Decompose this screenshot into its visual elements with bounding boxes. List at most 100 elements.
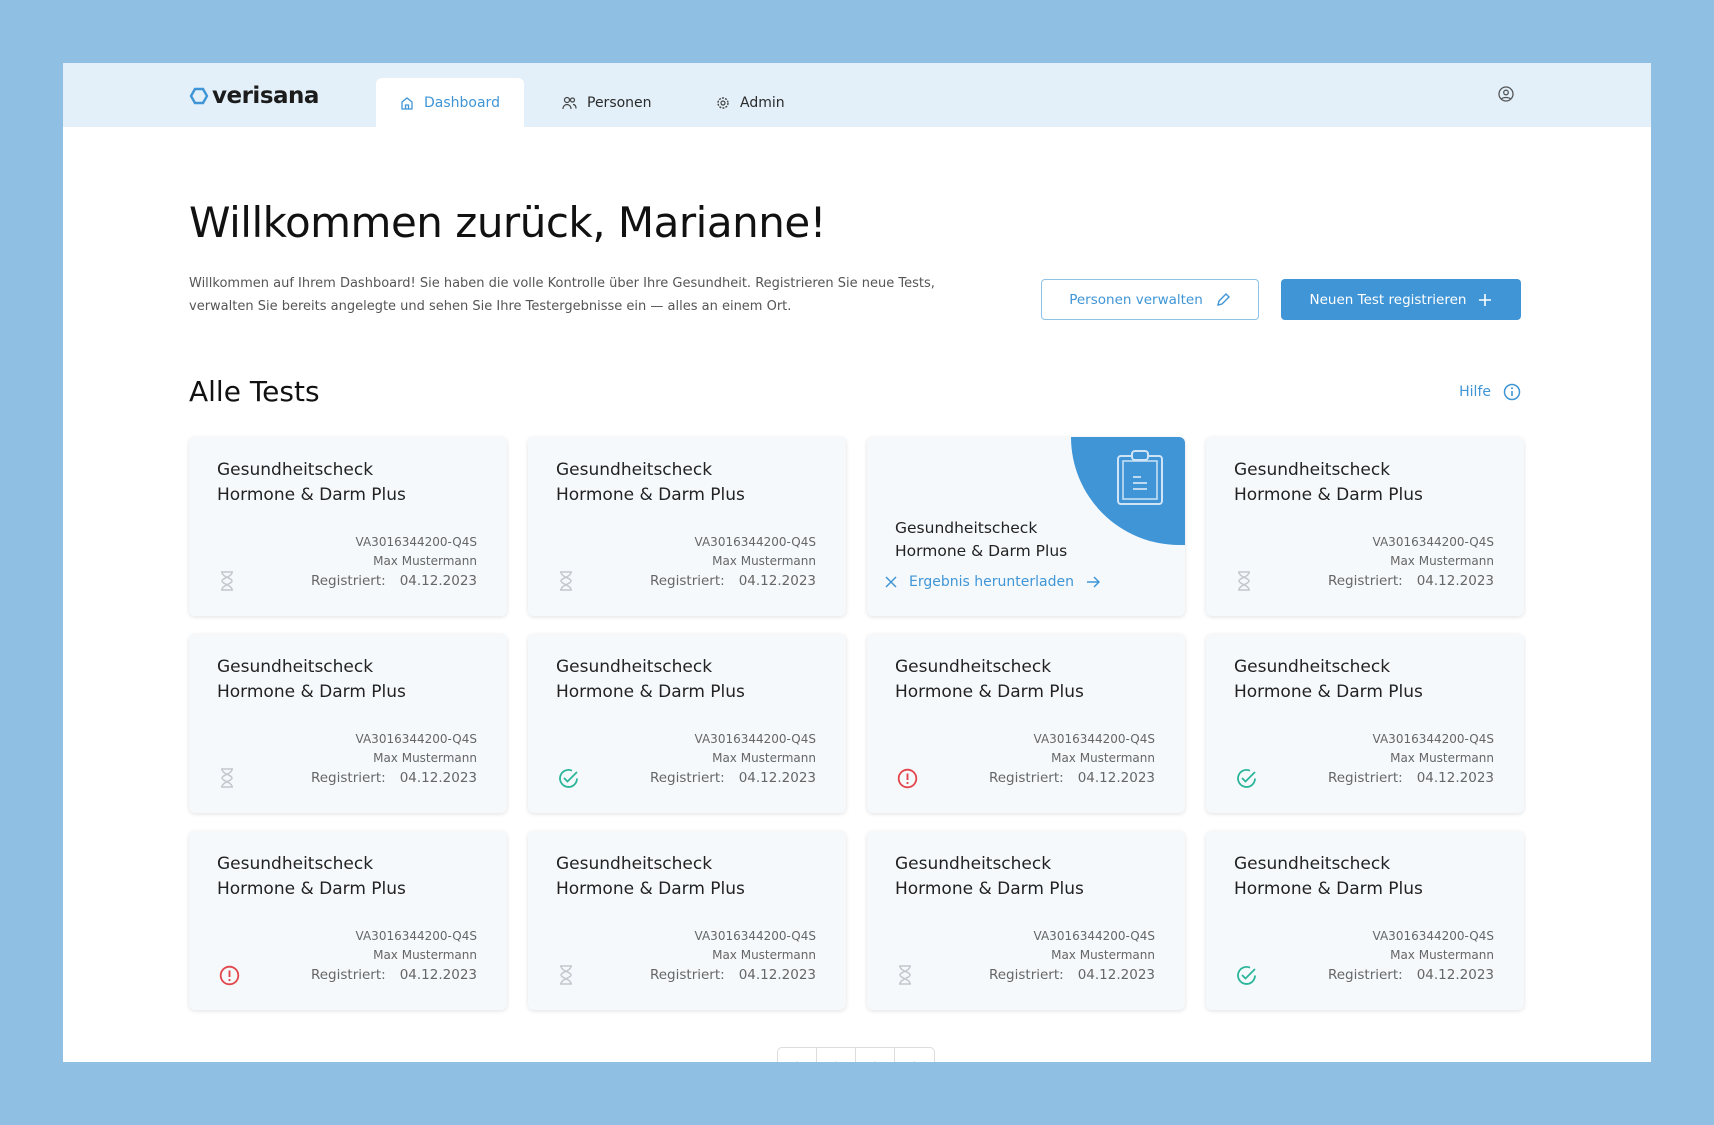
person-name: Max Mustermann [1051, 948, 1155, 962]
card-meta: VA3016344200-Q4S Max Mustermann Registri… [989, 730, 1155, 788]
status-pending [897, 965, 913, 989]
page-title: Willkommen zurück, Marianne! [189, 198, 827, 247]
logo[interactable]: verisana [189, 83, 319, 109]
check-circle-icon [1237, 769, 1256, 788]
user-circle-icon[interactable] [1497, 85, 1515, 103]
test-card[interactable]: Gesundheitscheck Hormone & Darm Plus VA30… [189, 634, 507, 813]
person-name: Max Mustermann [1051, 751, 1155, 765]
register-test-button[interactable]: Neuen Test registrieren [1281, 279, 1521, 320]
registered-date: 04.12.2023 [1077, 967, 1155, 983]
card-meta: VA3016344200-Q4S Max Mustermann Registri… [1328, 730, 1494, 788]
help-label: Hilfe [1459, 384, 1491, 400]
hourglass-icon [1238, 571, 1250, 591]
test-card[interactable]: Gesundheitscheck Hormone & Darm Plus VA30… [1206, 831, 1524, 1010]
hourglass-icon [560, 965, 572, 985]
section-title: Alle Tests [189, 375, 320, 408]
status-pending [1236, 571, 1252, 595]
person-name: Max Mustermann [712, 554, 816, 568]
test-card[interactable]: Gesundheitscheck Hormone & Darm Plus VA30… [528, 437, 846, 616]
registered-date: 04.12.2023 [738, 967, 816, 983]
card-title: Gesundheitscheck Hormone & Darm Plus [895, 657, 1084, 702]
test-card[interactable]: Gesundheitscheck Hormone & Darm Plus VA30… [1206, 634, 1524, 813]
registered-label: Registriert: [310, 770, 386, 786]
pagination-prev[interactable]: · [778, 1048, 817, 1062]
registered-date: 04.12.2023 [738, 770, 816, 786]
card-meta: VA3016344200-Q4S Max Mustermann Registri… [650, 730, 816, 788]
test-card[interactable]: Gesundheitscheck Hormone & Darm Plus VA30… [189, 437, 507, 616]
check-circle-icon [1237, 966, 1256, 985]
registered-date: 04.12.2023 [399, 573, 477, 589]
card-title: Gesundheitscheck Hormone & Darm Plus [895, 519, 1068, 560]
hourglass-icon [899, 965, 911, 985]
test-card[interactable]: Gesundheitscheck Hormone & Darm Plus VA30… [1206, 437, 1524, 616]
tab-personen[interactable]: Personen [562, 78, 652, 127]
hourglass-icon [560, 571, 572, 591]
test-card[interactable]: Gesundheitscheck Hormone & Darm Plus Erge… [867, 437, 1185, 616]
registered-label: Registriert: [649, 967, 725, 983]
download-label: Ergebnis herunterladen [909, 574, 1074, 590]
registered-date: 04.12.2023 [1416, 770, 1494, 786]
registered-label: Registriert: [1327, 770, 1403, 786]
card-title: Gesundheitscheck Hormone & Darm Plus [1234, 460, 1423, 505]
tests-grid: Gesundheitscheck Hormone & Darm Plus VA30… [189, 437, 1524, 1010]
card-title: Gesundheitscheck Hormone & Darm Plus [895, 854, 1084, 899]
test-code: VA3016344200-Q4S [1033, 732, 1155, 746]
test-code: VA3016344200-Q4S [1372, 732, 1494, 746]
pagination-page[interactable]: · [817, 1048, 856, 1062]
test-card[interactable]: Gesundheitscheck Hormone & Darm Plus VA30… [867, 831, 1185, 1010]
pagination-page[interactable]: · [856, 1048, 895, 1062]
home-icon [401, 96, 413, 110]
close-icon[interactable] [885, 576, 897, 588]
status-pending [558, 965, 574, 989]
card-meta: VA3016344200-Q4S Max Mustermann Registri… [311, 730, 477, 788]
registered-label: Registriert: [649, 573, 725, 589]
top-nav: verisana Dashboard Personen Admin [63, 63, 1651, 127]
pagination: · · · · [777, 1047, 935, 1062]
card-meta: VA3016344200-Q4S Max Mustermann Registri… [1328, 927, 1494, 985]
person-name: Max Mustermann [1390, 948, 1494, 962]
registered-label: Registriert: [649, 770, 725, 786]
test-card[interactable]: Gesundheitscheck Hormone & Darm Plus VA30… [528, 634, 846, 813]
test-code: VA3016344200-Q4S [1033, 929, 1155, 943]
help-link[interactable]: Hilfe [1459, 383, 1521, 401]
card-title: Gesundheitscheck Hormone & Darm Plus [1234, 657, 1423, 702]
test-code: VA3016344200-Q4S [355, 732, 477, 746]
test-code: VA3016344200-Q4S [355, 929, 477, 943]
pagination-next[interactable]: · [895, 1048, 934, 1062]
registered-label: Registriert: [988, 967, 1064, 983]
manage-persons-button[interactable]: Personen verwalten [1041, 279, 1259, 320]
card-meta: VA3016344200-Q4S Max Mustermann Registri… [311, 927, 477, 985]
gear-icon [717, 96, 729, 109]
alert-circle-icon [897, 768, 918, 789]
card-meta: VA3016344200-Q4S Max Mustermann Registri… [1328, 533, 1494, 591]
registered-date: 04.12.2023 [399, 770, 477, 786]
clipboard-icon [1117, 450, 1163, 505]
status-ok [1236, 768, 1257, 793]
test-card[interactable]: Gesundheitscheck Hormone & Darm Plus VA30… [867, 634, 1185, 813]
status-ok [1236, 965, 1257, 990]
registered-date: 04.12.2023 [1416, 967, 1494, 983]
logo-text: verisana [212, 83, 319, 109]
test-code: VA3016344200-Q4S [694, 732, 816, 746]
card-title: Gesundheitscheck Hormone & Darm Plus [556, 657, 745, 702]
test-card[interactable]: Gesundheitscheck Hormone & Darm Plus VA30… [189, 831, 507, 1010]
registered-date: 04.12.2023 [399, 967, 477, 983]
check-circle-icon [559, 769, 578, 788]
registered-label: Registriert: [1327, 573, 1403, 589]
arrow-right-icon [1086, 576, 1100, 588]
test-code: VA3016344200-Q4S [355, 535, 477, 549]
app-window: verisana Dashboard Personen Admin Willko… [63, 63, 1651, 1062]
card-title: Gesundheitscheck Hormone & Darm Plus [217, 854, 406, 899]
tab-dashboard[interactable]: Dashboard [376, 78, 524, 127]
test-card[interactable]: Gesundheitscheck Hormone & Darm Plus VA30… [528, 831, 846, 1010]
card-meta: VA3016344200-Q4S Max Mustermann Registri… [650, 927, 816, 985]
download-result-link[interactable]: Ergebnis herunterladen [885, 574, 1100, 590]
button-label: Personen verwalten [1069, 291, 1203, 308]
registered-date: 04.12.2023 [1077, 770, 1155, 786]
alert-circle-icon [219, 965, 240, 986]
status-error [219, 965, 240, 990]
card-title: Gesundheitscheck Hormone & Darm Plus [217, 657, 406, 702]
person-name: Max Mustermann [373, 554, 477, 568]
tab-admin[interactable]: Admin [716, 78, 785, 127]
tab-label: Personen [587, 94, 652, 111]
